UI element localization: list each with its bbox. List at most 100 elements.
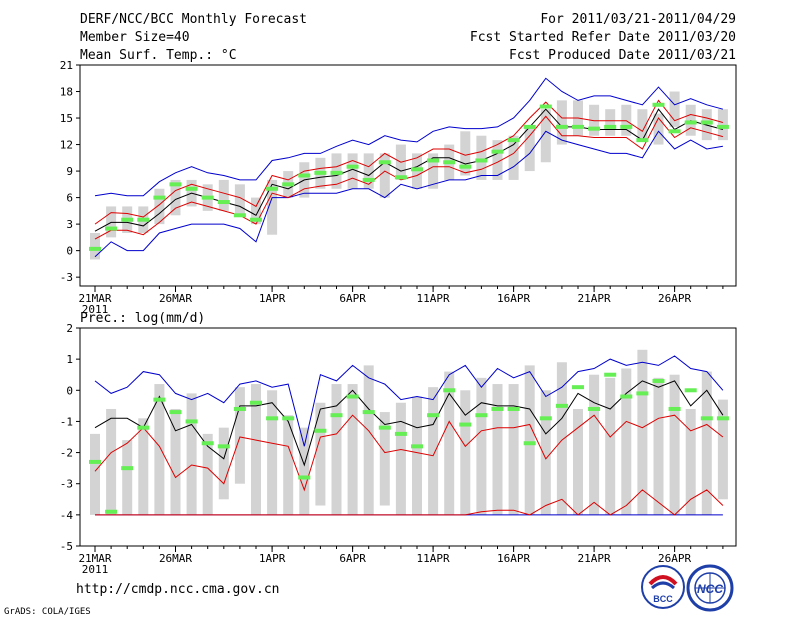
ensemble-max-line — [94, 355, 724, 447]
ensemble-box — [428, 153, 439, 189]
ensemble-box — [218, 179, 229, 211]
ensemble-box — [669, 374, 680, 515]
observation-marker — [266, 416, 279, 421]
x-tick-label: 26MAR — [159, 552, 192, 565]
observation-marker — [346, 164, 359, 169]
ensemble-box — [605, 377, 616, 515]
ensemble-box — [428, 387, 439, 515]
observation-marker — [105, 509, 118, 514]
observation-marker — [89, 459, 101, 464]
observation-marker — [427, 413, 440, 418]
observation-marker — [716, 124, 729, 129]
ensemble-box — [476, 377, 487, 515]
ensemble-box — [573, 408, 583, 515]
x-tick-label: 21APR — [578, 552, 611, 565]
observation-marker — [507, 138, 520, 143]
ensemble-box — [540, 390, 551, 515]
ensemble-box — [363, 153, 374, 189]
ensemble-box — [621, 368, 632, 515]
ensemble-box — [717, 399, 728, 500]
x-tick-label: 21MAR — [78, 292, 111, 305]
observation-marker — [652, 102, 665, 107]
ensemble-box — [154, 188, 165, 225]
ensemble-box — [170, 408, 181, 515]
y-tick-label: -3 — [60, 271, 73, 284]
x-tick-label: 16APR — [497, 292, 530, 305]
observation-marker — [491, 149, 504, 154]
observation-marker — [169, 410, 182, 415]
observation-marker — [137, 425, 150, 430]
observation-marker — [153, 397, 166, 402]
observation-marker — [153, 195, 166, 200]
ensemble-box — [218, 427, 229, 500]
observation-marker — [668, 129, 681, 134]
ensemble-box — [460, 390, 471, 515]
y-tick-label: 0 — [66, 245, 73, 258]
observation-marker — [330, 413, 343, 418]
observation-marker — [394, 431, 407, 436]
ensemble-box — [154, 384, 165, 515]
observation-marker — [684, 388, 697, 393]
observation-marker — [89, 246, 101, 251]
ensemble-box — [347, 384, 358, 515]
observation-marker — [443, 388, 456, 393]
observation-marker — [539, 416, 552, 421]
observation-marker — [588, 406, 601, 411]
ensemble-box — [605, 109, 616, 136]
observation-marker — [201, 441, 214, 446]
ensemble-box — [524, 126, 535, 172]
ensemble-box — [283, 415, 294, 515]
observation-marker — [250, 217, 262, 222]
observation-marker — [491, 406, 504, 411]
observation-marker — [604, 372, 617, 377]
observation-marker — [636, 391, 649, 396]
observation-marker — [394, 175, 407, 180]
ensemble-box — [524, 365, 535, 515]
observation-marker — [250, 400, 262, 405]
ensemble-box — [492, 384, 503, 515]
y-tick-label: 15 — [60, 112, 73, 125]
lower-band-line — [94, 115, 724, 240]
ensemble-box — [540, 109, 551, 163]
upper-band-line — [94, 99, 724, 225]
observation-marker — [314, 170, 327, 175]
observation-marker — [459, 164, 472, 169]
forecast-start-label: Fcst Started Refer Date 2011/03/20 — [469, 30, 736, 45]
x-tick-label: 1APR — [259, 292, 286, 305]
x-tick-label: 1APR — [259, 552, 286, 565]
ensemble-box — [653, 113, 664, 145]
x-tick-label: 21MAR — [78, 552, 111, 565]
ensemble-box — [556, 362, 567, 515]
y-tick-label: 1 — [66, 353, 73, 366]
ensemble-box — [379, 412, 390, 506]
ensemble-box — [589, 374, 600, 515]
x-tick-label: 6APR — [339, 292, 366, 305]
ensemble-box — [170, 179, 181, 216]
y-tick-label: -4 — [60, 509, 74, 522]
ensemble-box — [444, 371, 455, 515]
ensemble-min-line — [94, 130, 723, 258]
y-tick-label: -5 — [60, 540, 73, 553]
ensemble-box — [556, 100, 567, 145]
observation-marker — [620, 124, 633, 129]
observation-marker — [700, 416, 713, 421]
observation-marker — [555, 403, 568, 408]
y-tick-label: 18 — [60, 86, 73, 99]
observation-marker — [185, 186, 198, 191]
observation-marker — [539, 104, 552, 109]
x-tick-label: 26APR — [658, 292, 691, 305]
observation-marker — [298, 173, 311, 178]
upper-band-line — [94, 414, 724, 492]
ensemble-box — [251, 384, 261, 515]
precip-axis-title: Prec.: log(mm/d) — [80, 311, 205, 326]
source-url[interactable]: http://cmdp.ncc.cma.gov.cn — [76, 582, 280, 597]
observation-marker — [604, 124, 617, 129]
observation-marker — [411, 167, 423, 172]
ensemble-box — [412, 396, 422, 515]
observation-marker — [217, 200, 230, 205]
ensemble-box — [202, 433, 213, 515]
x-tick-label: 11APR — [417, 292, 450, 305]
observation-marker — [475, 158, 488, 163]
